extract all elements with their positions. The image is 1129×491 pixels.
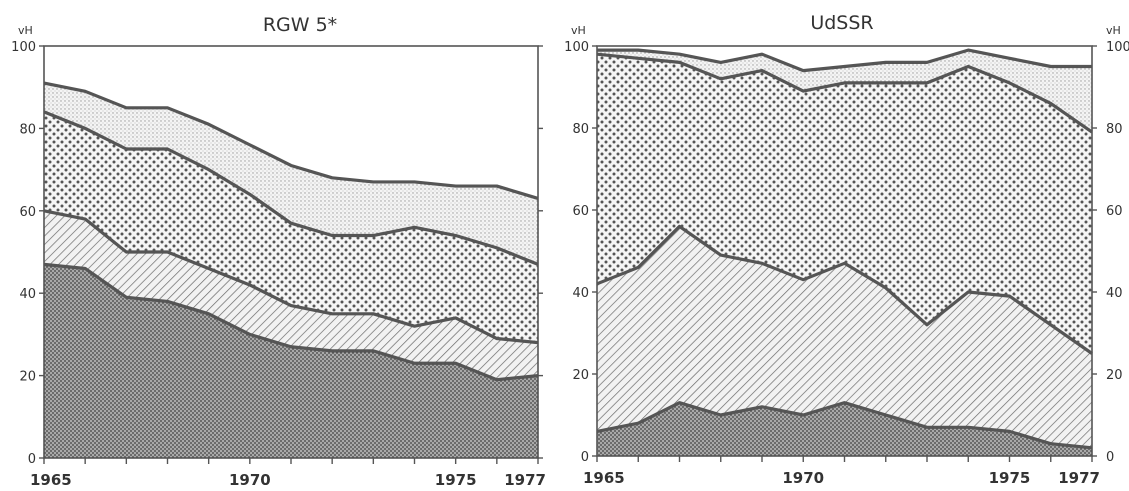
y-tick-label-right: 40 xyxy=(1106,286,1123,301)
y-tick-label-right: 60 xyxy=(1106,204,1123,219)
y-tick-label: 60 xyxy=(19,205,36,220)
area-layer-bottom xyxy=(44,264,538,458)
axis-ticks xyxy=(592,45,1097,462)
chart-title: RGW 5* xyxy=(263,14,337,36)
chart-panel-rgw: RGW 5* vH 0 20 40 60 80 100 1965 1970 19… xyxy=(11,14,546,489)
boundary-lines xyxy=(43,81,539,382)
chart-title: UdSSR xyxy=(810,12,873,34)
boundary-lines xyxy=(596,48,1093,450)
y-tick-label: 80 xyxy=(19,122,36,137)
area-layer-dotted xyxy=(597,54,1092,354)
axis-ticks xyxy=(39,45,543,464)
y-unit-label-left: vH xyxy=(571,24,586,37)
area-layer-hatched xyxy=(597,226,1092,448)
y-tick-labels-left: 0 20 40 60 80 100 xyxy=(11,40,36,467)
y-tick-label-right: 20 xyxy=(1106,368,1123,383)
y-tick-label-right: 100 xyxy=(1106,40,1129,55)
area-layer-dotted xyxy=(44,111,538,343)
y-tick-labels-right: 0 20 40 60 80 100 xyxy=(1106,40,1129,465)
x-tick-label: 1970 xyxy=(229,471,271,489)
boundary-line xyxy=(43,81,539,200)
area-layers xyxy=(44,83,538,458)
area-layers xyxy=(597,50,1092,456)
y-tick-label: 60 xyxy=(572,204,589,219)
x-tick-label: 1977 xyxy=(1058,469,1100,487)
boundary-line xyxy=(43,209,539,345)
chart-panel-udssr: UdSSR vH vH 0 20 40 60 80 100 0 20 40 60… xyxy=(564,12,1129,487)
boundary-line xyxy=(43,262,539,382)
boundary-line xyxy=(596,401,1093,450)
y-tick-label-right: 80 xyxy=(1106,122,1123,137)
boundary-line xyxy=(43,110,539,266)
y-unit-label-left: vH xyxy=(18,24,33,37)
y-tick-label: 20 xyxy=(572,368,589,383)
y-tick-label: 0 xyxy=(28,452,36,467)
y-tick-label: 40 xyxy=(572,286,589,301)
boundary-line xyxy=(597,48,1092,73)
x-tick-label: 1965 xyxy=(583,469,625,487)
y-tick-label: 80 xyxy=(572,122,589,137)
x-tick-label: 1965 xyxy=(30,471,72,489)
y-tick-labels-left: 0 20 40 60 80 100 xyxy=(564,40,589,465)
y-tick-label: 20 xyxy=(19,370,36,385)
x-tick-labels: 1965 1970 1975 1977 xyxy=(583,469,1100,487)
y-tick-label: 100 xyxy=(564,40,589,55)
x-tick-label: 1975 xyxy=(435,471,477,489)
area-layer-top-stipple xyxy=(44,83,538,265)
x-tick-labels: 1965 1970 1975 1977 xyxy=(30,471,546,489)
y-tick-label: 0 xyxy=(581,450,589,465)
y-unit-label-right: vH xyxy=(1106,24,1121,37)
y-tick-label: 40 xyxy=(19,287,36,302)
y-tick-label: 100 xyxy=(11,40,36,55)
x-tick-label: 1970 xyxy=(782,469,824,487)
x-tick-label: 1975 xyxy=(989,469,1031,487)
boundary-line xyxy=(596,224,1093,355)
boundary-line xyxy=(596,52,1093,134)
y-tick-label-right: 0 xyxy=(1106,450,1114,465)
area-layer-top-stipple xyxy=(597,50,1092,133)
x-tick-label: 1977 xyxy=(504,471,546,489)
